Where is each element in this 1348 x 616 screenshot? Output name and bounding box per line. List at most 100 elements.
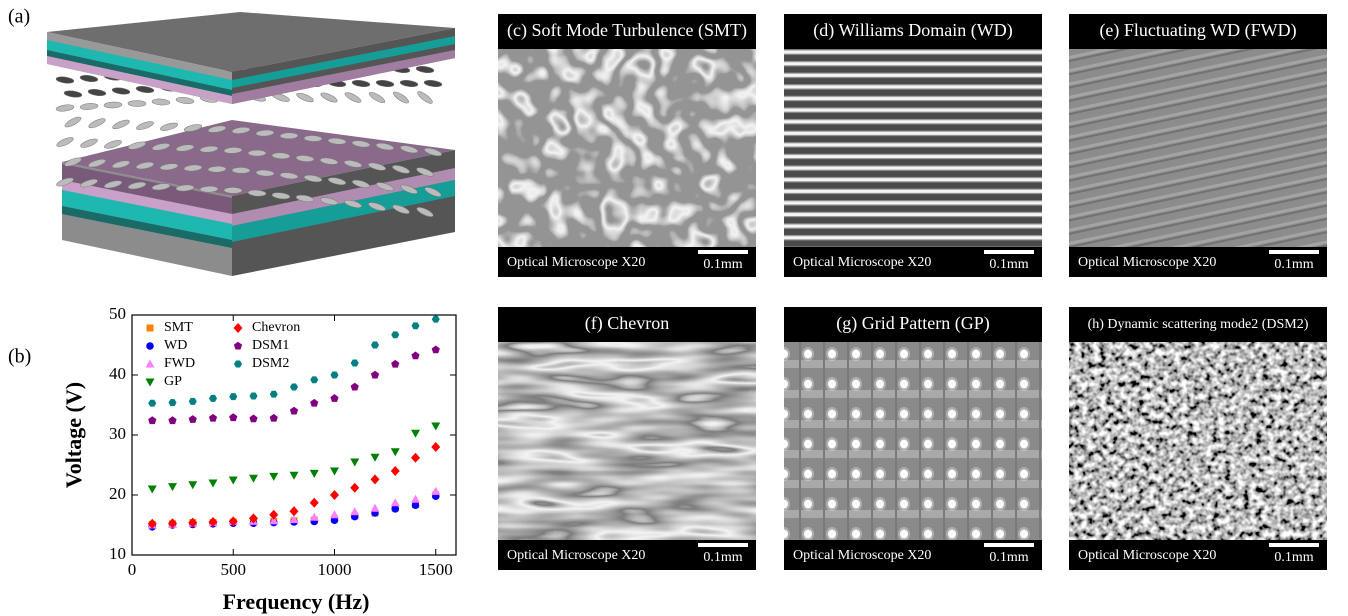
marker — [330, 394, 338, 402]
molecule — [416, 90, 434, 106]
panel-title: (c) Soft Mode Turbulence (SMT) — [507, 20, 747, 41]
x-tick-label: 1000 — [318, 560, 352, 579]
marker — [189, 415, 197, 423]
molecule — [64, 115, 83, 129]
x-tick-label: 500 — [221, 560, 247, 579]
marker — [229, 393, 237, 400]
legend-label: FWD — [164, 356, 195, 371]
marker — [310, 470, 319, 478]
marker — [310, 376, 318, 383]
scale-bar-label: 0.1mm — [703, 550, 742, 565]
marker — [330, 468, 339, 476]
molecule — [88, 117, 107, 130]
panel-title: (e) Fluctuating WD (FWD) — [1099, 20, 1296, 41]
marker — [411, 495, 420, 503]
molecule — [320, 91, 339, 104]
y-tick-label: 10 — [109, 544, 126, 563]
molecule — [112, 87, 131, 95]
legend-label: SMT — [164, 320, 193, 335]
marker — [350, 507, 359, 515]
molecule — [136, 120, 155, 132]
marker — [148, 400, 156, 407]
molecule — [176, 96, 195, 104]
caption: Optical Microscope X20 — [1078, 255, 1216, 270]
legend-marker — [146, 379, 155, 387]
y-tick-label: 40 — [109, 364, 126, 383]
molecule — [392, 90, 410, 105]
panel-label: (b) — [8, 346, 31, 368]
legend-marker — [234, 361, 242, 368]
marker — [331, 372, 339, 379]
y-axis-label: Voltage (V) — [61, 382, 86, 488]
molecule — [424, 79, 443, 87]
marker — [411, 453, 420, 463]
marker — [432, 346, 440, 354]
molecule — [56, 104, 75, 112]
marker — [350, 459, 359, 467]
marker — [290, 407, 298, 415]
marker — [371, 454, 380, 462]
marker — [229, 413, 237, 421]
marker — [432, 316, 440, 323]
molecule — [160, 121, 179, 132]
marker — [411, 352, 419, 360]
marker — [431, 423, 440, 431]
molecule — [208, 166, 226, 173]
scale-bar-label: 0.1mm — [1274, 550, 1313, 565]
marker — [391, 360, 399, 368]
marker — [188, 481, 197, 489]
marker — [209, 395, 217, 402]
molecule — [296, 91, 315, 103]
marker — [290, 506, 299, 516]
scale-bar-label: 0.1mm — [703, 257, 742, 272]
figure: (a) (b) Frequency (Hz) Voltage (V) 10203… — [0, 0, 1348, 616]
caption: Optical Microscope X20 — [507, 255, 645, 270]
molecule — [248, 150, 266, 156]
molecule — [232, 167, 250, 173]
molecule — [80, 103, 98, 111]
panel-title: (g) Grid Pattern (GP) — [836, 313, 989, 334]
marker — [431, 487, 440, 495]
marker — [431, 442, 440, 452]
marker — [148, 416, 156, 424]
marker — [371, 474, 380, 484]
marker — [350, 483, 359, 493]
molecule — [88, 88, 107, 96]
marker — [249, 415, 257, 423]
micrograph-image — [1069, 49, 1327, 247]
marker — [290, 384, 298, 391]
molecule — [200, 186, 218, 193]
molecule — [128, 100, 146, 106]
marker — [371, 371, 379, 379]
panel-title: (h) Dynamic scattering mode2 (DSM2) — [1088, 317, 1309, 332]
molecule — [56, 76, 75, 84]
caption: Optical Microscope X20 — [1078, 548, 1216, 563]
y-tick-label: 50 — [109, 304, 126, 323]
molecule — [152, 98, 170, 105]
marker — [391, 498, 400, 506]
micrograph-image — [1069, 342, 1327, 540]
marker — [209, 414, 217, 422]
micrograph-image — [784, 342, 1042, 540]
molecule — [400, 79, 419, 87]
molecule — [224, 187, 242, 193]
molecule — [416, 65, 435, 73]
marker — [330, 490, 339, 500]
panel-label: (a) — [8, 6, 30, 28]
scale-bar-label: 0.1mm — [989, 550, 1028, 565]
marker — [391, 331, 399, 338]
marker — [391, 448, 400, 456]
marker — [269, 473, 278, 481]
caption: Optical Microscope X20 — [507, 548, 645, 563]
x-tick-label: 0 — [128, 560, 137, 579]
legend-label: DSM1 — [252, 338, 289, 353]
caption: Optical Microscope X20 — [793, 548, 931, 563]
micrograph-image — [498, 49, 756, 247]
marker — [290, 472, 299, 480]
panel-title: (d) Williams Domain (WD) — [813, 20, 1012, 41]
marker — [391, 466, 400, 476]
molecule — [104, 102, 122, 109]
molecule — [344, 91, 363, 105]
marker — [148, 486, 157, 494]
marker — [229, 477, 238, 485]
